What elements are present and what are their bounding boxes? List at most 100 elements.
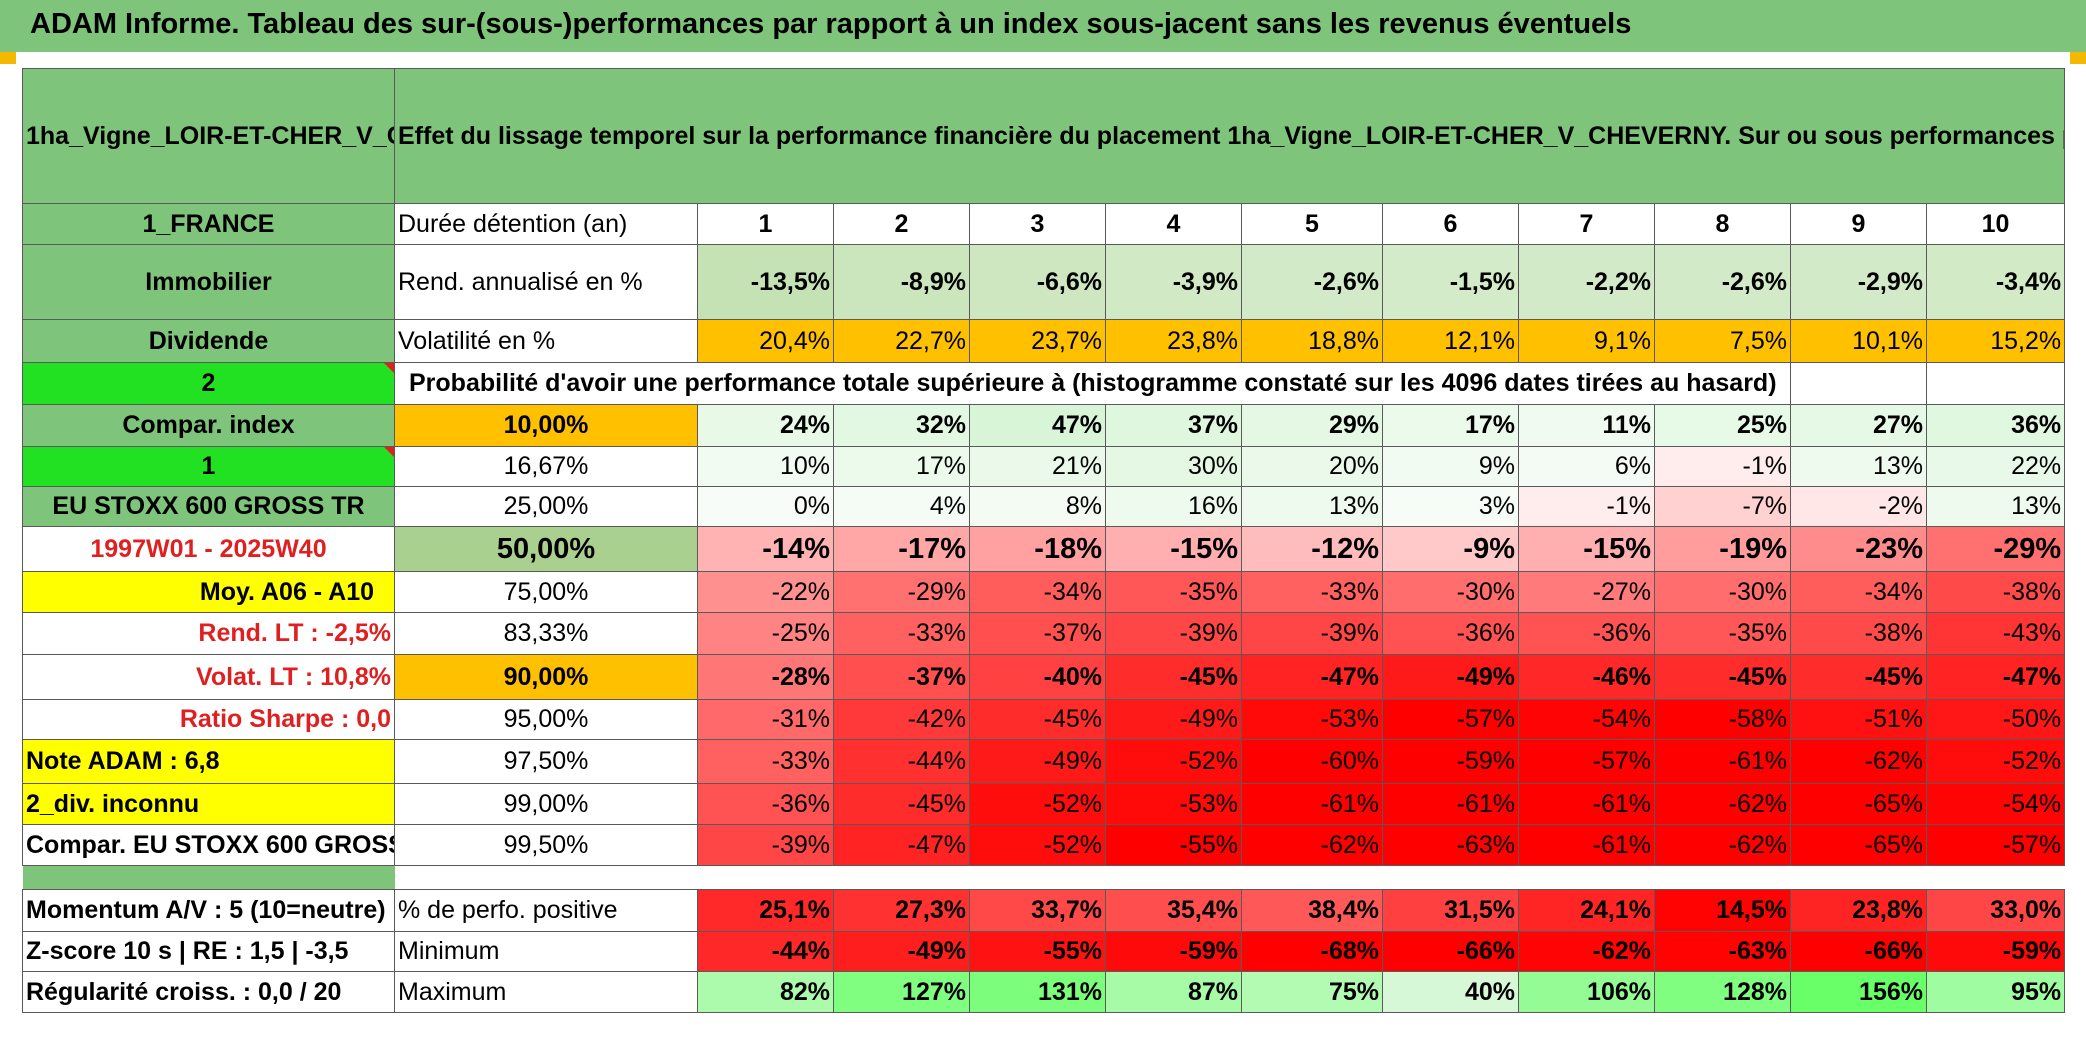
rend-value: -3,9% xyxy=(1105,244,1242,320)
percentile-value: -35% xyxy=(1105,571,1242,613)
percentile-label: 99,50% xyxy=(394,824,698,866)
index-name: EU STOXX 600 GROSS TR xyxy=(22,486,395,527)
percentile-value: 47% xyxy=(969,404,1106,447)
percentile-value: -39% xyxy=(1241,612,1383,655)
note-adam: Note ADAM : 6,8 xyxy=(22,739,395,784)
dividend-info: 2_div. inconnu xyxy=(22,783,395,825)
percentile-value: 32% xyxy=(833,404,970,447)
year-header: 4 xyxy=(1105,203,1242,245)
year-header: 9 xyxy=(1790,203,1927,245)
percentile-value: -15% xyxy=(1105,526,1242,572)
percentile-value: 8% xyxy=(969,486,1106,527)
maximum-value: 156% xyxy=(1790,971,1927,1013)
rend-value: -2,6% xyxy=(1241,244,1383,320)
minimum-label: Minimum xyxy=(394,931,698,972)
maximum-value: 106% xyxy=(1518,971,1655,1013)
percentile-value: -15% xyxy=(1518,526,1655,572)
percentile-value: -39% xyxy=(1105,612,1242,655)
percentile-value: -45% xyxy=(969,699,1106,740)
percentile-value: 6% xyxy=(1518,446,1655,487)
percentile-value: -65% xyxy=(1790,783,1927,825)
vol-value: 23,7% xyxy=(969,319,1106,363)
rend-value: -8,9% xyxy=(833,244,970,320)
percentile-value: 13% xyxy=(1925,486,2066,527)
rend-value: -13,5% xyxy=(697,244,834,320)
percentile-value: -25% xyxy=(697,612,834,655)
percentile-value: 0% xyxy=(697,486,834,527)
percentile-value: -47% xyxy=(833,824,970,866)
rend-value: -1,5% xyxy=(1382,244,1519,320)
percentile-label: 83,33% xyxy=(394,612,698,655)
percentile-value: -61% xyxy=(1518,783,1655,825)
vol-value: 9,1% xyxy=(1518,319,1655,363)
year-header: 6 xyxy=(1382,203,1519,245)
percentile-value: -34% xyxy=(969,571,1106,613)
perf-pos-value: 27,3% xyxy=(833,889,970,932)
percentile-label: 90,00% xyxy=(394,654,698,700)
percentile-value: -18% xyxy=(969,526,1106,572)
percentile-value: -27% xyxy=(1518,571,1655,613)
percentile-value: -61% xyxy=(1518,824,1655,866)
probability-label: Probabilité d'avoir une performance tota… xyxy=(394,362,1791,405)
percentile-value: -34% xyxy=(1790,571,1927,613)
percentile-value: -40% xyxy=(969,654,1106,700)
vol-value: 20,4% xyxy=(697,319,834,363)
percentile-value: -31% xyxy=(697,699,834,740)
percentile-label: 25,00% xyxy=(394,486,698,527)
percentile-value: -62% xyxy=(1790,739,1927,784)
volat-lt-label: Volat. LT : 10,8% xyxy=(22,654,395,700)
maximum-value: 40% xyxy=(1382,971,1519,1013)
page-title: ADAM Informe. Tableau des sur-(sous-)per… xyxy=(30,8,1632,40)
maximum-value: 95% xyxy=(1925,971,2066,1013)
minimum-value: -59% xyxy=(1105,931,1242,972)
perf-pos-value: 23,8% xyxy=(1790,889,1927,932)
percentile-value: -37% xyxy=(969,612,1106,655)
country-label: 1_FRANCE xyxy=(22,203,395,245)
corner-marker-left xyxy=(0,52,16,64)
regularite-label: Régularité croiss. : 0,0 / 20 xyxy=(22,971,395,1013)
percentile-value: 30% xyxy=(1105,446,1242,487)
year-header: 3 xyxy=(969,203,1106,245)
year-header: 10 xyxy=(1925,203,2066,245)
percentile-value: -62% xyxy=(1241,824,1383,866)
rend-value: -2,2% xyxy=(1518,244,1655,320)
percentile-value: -52% xyxy=(1925,739,2066,784)
dividend-label: Dividende xyxy=(22,319,395,363)
percentile-value: -22% xyxy=(697,571,834,613)
percentile-value: -9% xyxy=(1382,526,1519,572)
percentile-value: -47% xyxy=(1925,654,2066,700)
rend-value: -2,9% xyxy=(1790,244,1927,320)
minimum-value: -59% xyxy=(1925,931,2066,972)
minimum-value: -63% xyxy=(1654,931,1791,972)
table-description: Effet du lissage temporel sur la perform… xyxy=(393,68,2066,204)
percentile-value: -61% xyxy=(1654,739,1791,784)
minimum-value: -66% xyxy=(1382,931,1519,972)
spacer xyxy=(395,866,2065,890)
maximum-value: 128% xyxy=(1654,971,1791,1013)
percentile-value: -61% xyxy=(1241,783,1383,825)
year-header: 1 xyxy=(697,203,834,245)
percentile-value: -19% xyxy=(1654,526,1791,572)
percentile-value: -1% xyxy=(1654,446,1791,487)
percentile-value: -12% xyxy=(1241,526,1383,572)
percentile-value: -30% xyxy=(1382,571,1519,613)
rend-lt-label: Rend. LT : -2,5% xyxy=(22,612,395,655)
minimum-value: -62% xyxy=(1518,931,1655,972)
perf-pos-value: 33,0% xyxy=(1925,889,2066,932)
vol-value: 22,7% xyxy=(833,319,970,363)
vol-value: 7,5% xyxy=(1654,319,1791,363)
percentile-value: -33% xyxy=(833,612,970,655)
percentile-value: -58% xyxy=(1654,699,1791,740)
percentile-value: -2% xyxy=(1790,486,1927,527)
empty-cell xyxy=(1925,362,2066,405)
rend-value: -6,6% xyxy=(969,244,1106,320)
percentile-value: 22% xyxy=(1925,446,2066,487)
percentile-value: 3% xyxy=(1382,486,1519,527)
minimum-value: -49% xyxy=(833,931,970,972)
percentile-value: 17% xyxy=(1382,404,1519,447)
percentile-value: -39% xyxy=(697,824,834,866)
percentile-value: -57% xyxy=(1925,824,2066,866)
perf-pos-value: 35,4% xyxy=(1105,889,1242,932)
percentile-value: -52% xyxy=(1105,739,1242,784)
percentile-value: 29% xyxy=(1241,404,1383,447)
